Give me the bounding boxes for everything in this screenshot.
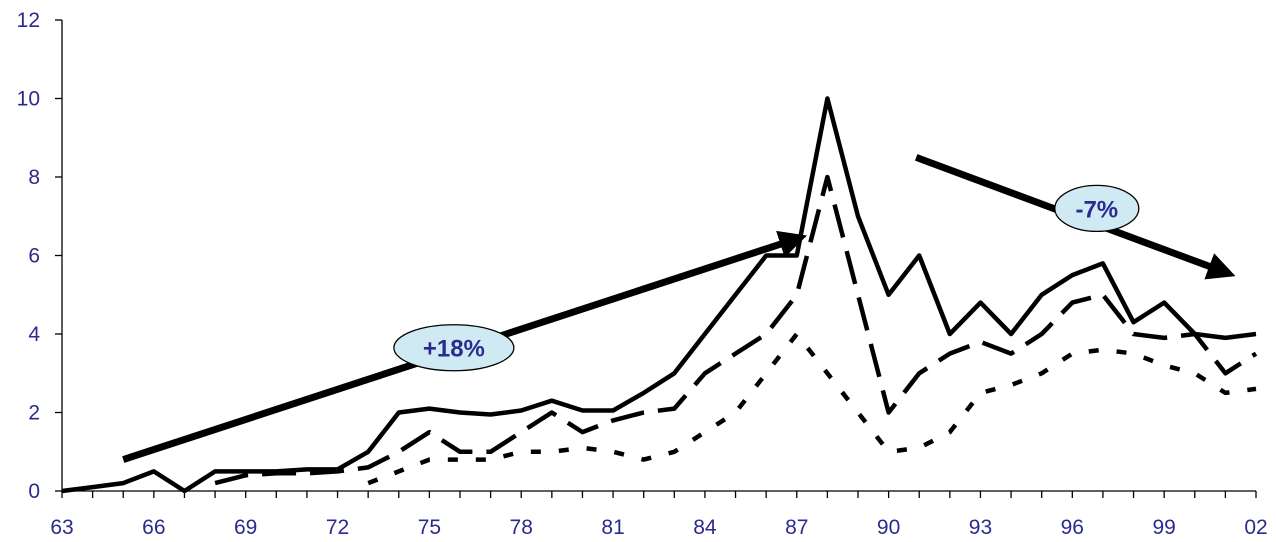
x-tick-label: 66 [142,516,165,539]
annotation-label: +18% [423,336,485,363]
x-tick-label: 69 [234,516,257,539]
y-tick-label: 8 [28,166,40,189]
x-tick-label: 75 [418,516,441,539]
x-tick-label: 96 [1061,516,1084,539]
x-tick-label: 93 [969,516,992,539]
x-tick-label: 99 [1152,516,1175,539]
x-tick-label: 02 [1244,516,1267,539]
series-line-dashed [214,174,1258,486]
annotation-label: -7% [1075,196,1118,223]
annotation-bubble [393,324,515,372]
x-tick-label: 84 [693,516,717,539]
y-tick-label: 12 [17,9,40,32]
x-tick-label: 72 [326,516,349,539]
series-line-solid [61,96,1257,494]
y-tick-label: 0 [28,480,40,503]
y-tick-label: 2 [28,402,40,425]
x-tick-label: 81 [601,516,624,539]
y-tick-label: 6 [28,245,40,268]
x-tick-label: 87 [785,516,808,539]
x-tick-label: 63 [50,516,73,539]
annotation-bubble [1054,184,1140,233]
y-tick-label: 10 [17,88,40,111]
series-line-dotted [367,331,1257,486]
x-tick-label: 90 [877,516,900,539]
y-tick-label: 4 [28,323,40,346]
x-tick-label: 78 [510,516,533,539]
